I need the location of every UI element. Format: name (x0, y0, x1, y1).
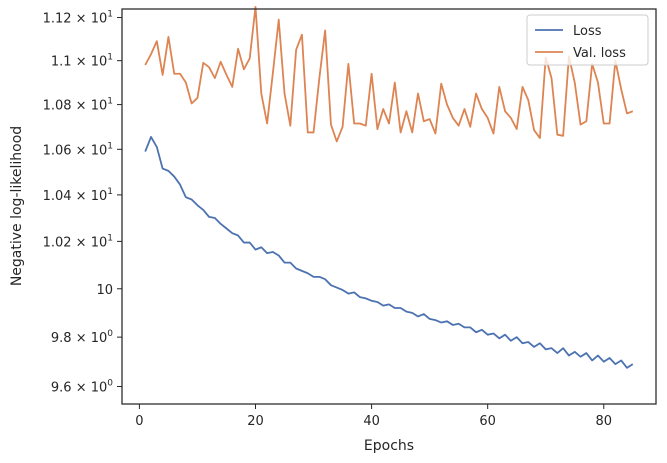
y-ticks: 9.6 × 100 9.8 × 100 10 1.02 × 101 1.04 × 101… (43, 10, 122, 395)
y-tick-label: 1.1 × 101 (51, 53, 113, 70)
plot-frame (121, 8, 657, 405)
x-tick-label: 60 (479, 414, 496, 429)
y-tick-label: 9.8 × 100 (51, 329, 113, 346)
y-tick-label: 1.08 × 101 (43, 97, 113, 114)
legend-label-val-loss: Val. loss (573, 46, 626, 61)
y-tick-label: 1.12 × 101 (43, 10, 113, 27)
x-axis-label: Epochs (364, 438, 414, 454)
y-tick-label: 1.04 × 101 (43, 187, 113, 204)
x-tick-label: 0 (135, 414, 143, 429)
series-line-val-loss (144, 5, 634, 143)
y-tick-label: 9.6 × 100 (51, 378, 113, 395)
y-tick-label: 10 (96, 283, 113, 298)
x-tick-label: 80 (595, 414, 612, 429)
legend-label-loss: Loss (573, 24, 602, 39)
y-tick-label: 1.02 × 101 (43, 233, 113, 250)
x-ticks: 0 20 40 60 80 (135, 404, 612, 429)
y-tick-label: 1.06 × 101 (43, 141, 113, 158)
series-layer (144, 5, 634, 369)
series-line-loss (144, 136, 634, 369)
x-tick-label: 40 (363, 414, 380, 429)
y-axis-label: Negative log-likelihood (9, 126, 25, 286)
legend: Loss Val. loss (526, 14, 649, 66)
x-tick-label: 20 (247, 414, 264, 429)
